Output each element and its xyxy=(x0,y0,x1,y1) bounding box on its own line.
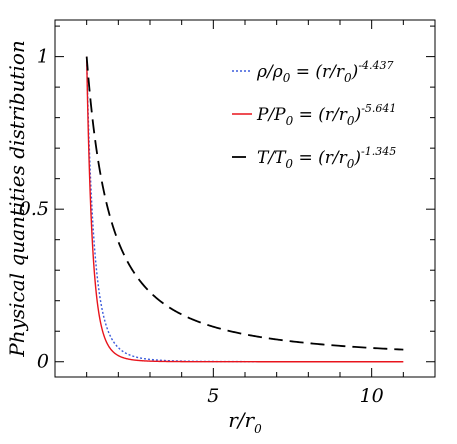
x-axis-title: r/r0 xyxy=(228,408,262,436)
legend-label-part: P/P xyxy=(256,105,286,125)
legend-label-part: = (r/r xyxy=(293,105,348,125)
curves xyxy=(85,56,404,363)
legend-label-part: = (r/r xyxy=(290,62,345,82)
legend-label-part: 0 xyxy=(286,114,294,128)
series-line-2 xyxy=(85,56,404,363)
legend-label-part: -4.437 xyxy=(358,59,393,72)
legend-label-part: 0 xyxy=(344,71,352,85)
legend-entry-2: P/P0 = (r/r0)-5.641 xyxy=(232,102,396,128)
legend-label: P/P0 = (r/r0)-5.641 xyxy=(256,102,396,128)
legend-label-part: -1.345 xyxy=(361,145,396,158)
legend-label: ρ/ρ0 = (r/r0)-4.437 xyxy=(256,59,394,85)
x-axis-title-sub: 0 xyxy=(254,422,262,436)
plot-frame xyxy=(54,19,436,378)
legend-label-part: T/T xyxy=(257,148,287,168)
legend-label-part: 0 xyxy=(347,157,355,171)
legend-label: T/T0 = (r/r0)-1.345 xyxy=(257,145,396,171)
x-tick-label: 5 xyxy=(207,385,219,407)
series-line-3 xyxy=(85,56,404,351)
legend-label-part: -5.641 xyxy=(361,102,396,115)
series-line-1 xyxy=(85,56,404,363)
y-axis-title: Physical quantities distribution xyxy=(5,40,29,357)
legend-entry-1: ρ/ρ0 = (r/r0)-4.437 xyxy=(232,59,394,85)
tick-labels: 5 10 0 0.5 1 xyxy=(19,46,384,407)
x-tick-label: 10 xyxy=(360,385,384,407)
legend-label-part: ρ/ρ xyxy=(256,62,283,82)
y-tick-label: 0 xyxy=(37,351,49,373)
y-tick-label: 0.5 xyxy=(19,198,49,220)
legend-label-part: 0 xyxy=(347,114,355,128)
legend-entry-3: T/T0 = (r/r0)-1.345 xyxy=(232,145,396,171)
legend-label-part: = (r/r xyxy=(293,148,348,168)
legend-label-part: ) xyxy=(351,62,359,82)
legend-label-part: ) xyxy=(353,148,361,168)
y-tick-label: 1 xyxy=(37,46,49,68)
x-axis-title-main: r/r xyxy=(228,408,255,432)
legend-label-part: ) xyxy=(354,105,362,125)
axis-ticks xyxy=(55,20,435,377)
legend-label-part: 0 xyxy=(283,71,291,85)
legend-label-part: 0 xyxy=(285,157,293,171)
